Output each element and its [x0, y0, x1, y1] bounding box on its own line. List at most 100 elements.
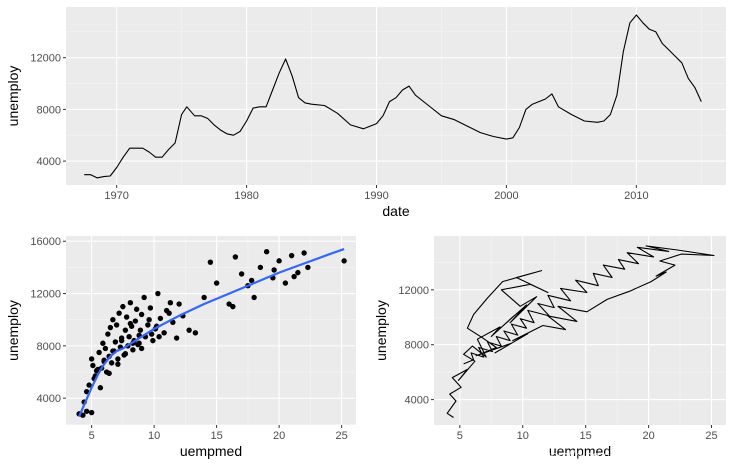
data-point: [126, 334, 132, 340]
data-point: [230, 303, 236, 310]
x-axis-title: uempmed: [549, 443, 611, 459]
data-point: [166, 310, 172, 316]
x-tick-label: 20: [642, 430, 654, 442]
data-point: [207, 259, 214, 265]
x-tick-label: 20: [273, 430, 285, 442]
data-point: [88, 356, 95, 362]
data-point: [138, 345, 145, 352]
data-point: [213, 280, 220, 286]
data-point: [130, 347, 136, 353]
data-point: [148, 331, 155, 337]
series-line-unemploy: [84, 14, 702, 179]
data-point: [147, 305, 154, 311]
data-point: [93, 368, 100, 374]
x-tick-label: 5: [89, 430, 95, 442]
y-tick-label: 4000: [37, 156, 61, 168]
data-point: [226, 301, 232, 307]
data-point: [155, 290, 161, 297]
data-point: [167, 300, 174, 306]
x-tick-label: 2000: [494, 190, 518, 202]
y-tick-label: 4000: [37, 393, 61, 405]
path-panel: 5 10 15 20 25 4000 8000 12000 uempmed unemploy: [373, 236, 726, 459]
x-tick-label: 5: [457, 430, 463, 442]
data-point: [100, 340, 106, 346]
data-point: [276, 258, 282, 264]
data-point: [192, 330, 199, 336]
x-tick-label: 1990: [364, 190, 388, 202]
x-axis-title: uempmed: [180, 443, 242, 459]
data-point: [146, 317, 152, 323]
data-point: [157, 315, 164, 322]
panel-background: [434, 236, 726, 425]
y-tick-label: 12000: [30, 289, 61, 301]
data-point: [86, 382, 92, 388]
data-point: [141, 294, 147, 301]
data-point: [136, 340, 142, 346]
data-point: [132, 318, 139, 324]
data-point: [90, 362, 96, 369]
time-series-panel: 1970 1980 1990 2000 2010 4000 8000 12000 date une…: [5, 7, 726, 219]
y-tick-label: 8000: [405, 340, 429, 352]
x-tick-label: 10: [517, 430, 529, 442]
data-point: [113, 322, 120, 328]
data-point: [257, 264, 264, 271]
data-point: [96, 349, 102, 356]
data-point: [133, 306, 140, 312]
data-point: [106, 370, 112, 377]
watermark: https://blog.csdn.net/Gage_0209: [536, 448, 724, 463]
x-axis-title: date: [382, 203, 409, 219]
data-point: [301, 250, 307, 256]
data-point: [238, 271, 245, 277]
data-point: [156, 334, 162, 340]
x-tick-label: 25: [336, 430, 348, 442]
data-point: [127, 300, 134, 306]
data-point: [108, 360, 115, 366]
data-point: [263, 248, 270, 255]
x-tick-label: 10: [148, 430, 160, 442]
y-tick-label: 12000: [398, 285, 429, 297]
data-point: [150, 337, 156, 344]
data-point: [105, 331, 111, 337]
data-point: [115, 356, 121, 362]
y-axis-title: unemploy: [373, 300, 389, 361]
data-point: [161, 330, 167, 336]
data-point: [102, 345, 109, 352]
data-point: [80, 412, 86, 418]
data-point: [115, 361, 121, 367]
data-point: [116, 310, 122, 316]
data-point: [186, 327, 192, 333]
x-tick-label: 2010: [624, 190, 648, 202]
data-point: [232, 254, 239, 260]
scatter-smooth-panel: 5 10 15 20 25 4000 8000 12000 16000 uempmed unempl…: [5, 236, 356, 459]
data-point: [120, 303, 126, 310]
y-tick-label: 4000: [405, 395, 429, 407]
data-point: [118, 337, 125, 344]
data-point: [122, 351, 129, 357]
data-point: [341, 258, 347, 264]
data-point: [291, 273, 297, 280]
data-point: [138, 311, 145, 318]
data-point: [248, 277, 255, 284]
data-point: [110, 317, 116, 323]
y-axis-title: unemploy: [5, 66, 21, 127]
data-point: [282, 280, 289, 286]
data-point: [83, 408, 90, 414]
x-tick-label: 25: [705, 430, 717, 442]
data-point: [271, 267, 277, 273]
data-point: [122, 327, 129, 333]
data-point: [305, 264, 311, 271]
x-tick-label: 1980: [234, 190, 258, 202]
smooth-line: [78, 248, 345, 417]
data-point: [201, 294, 207, 301]
data-point: [88, 409, 95, 416]
y-tick-label: 8000: [37, 341, 61, 353]
data-point: [173, 335, 180, 341]
y-tick-label: 12000: [30, 53, 61, 65]
data-point: [112, 339, 119, 345]
y-axis-title: unemploy: [5, 300, 21, 361]
data-point: [251, 294, 257, 301]
data-point: [127, 320, 134, 327]
data-point: [137, 327, 144, 333]
data-point: [288, 252, 295, 259]
